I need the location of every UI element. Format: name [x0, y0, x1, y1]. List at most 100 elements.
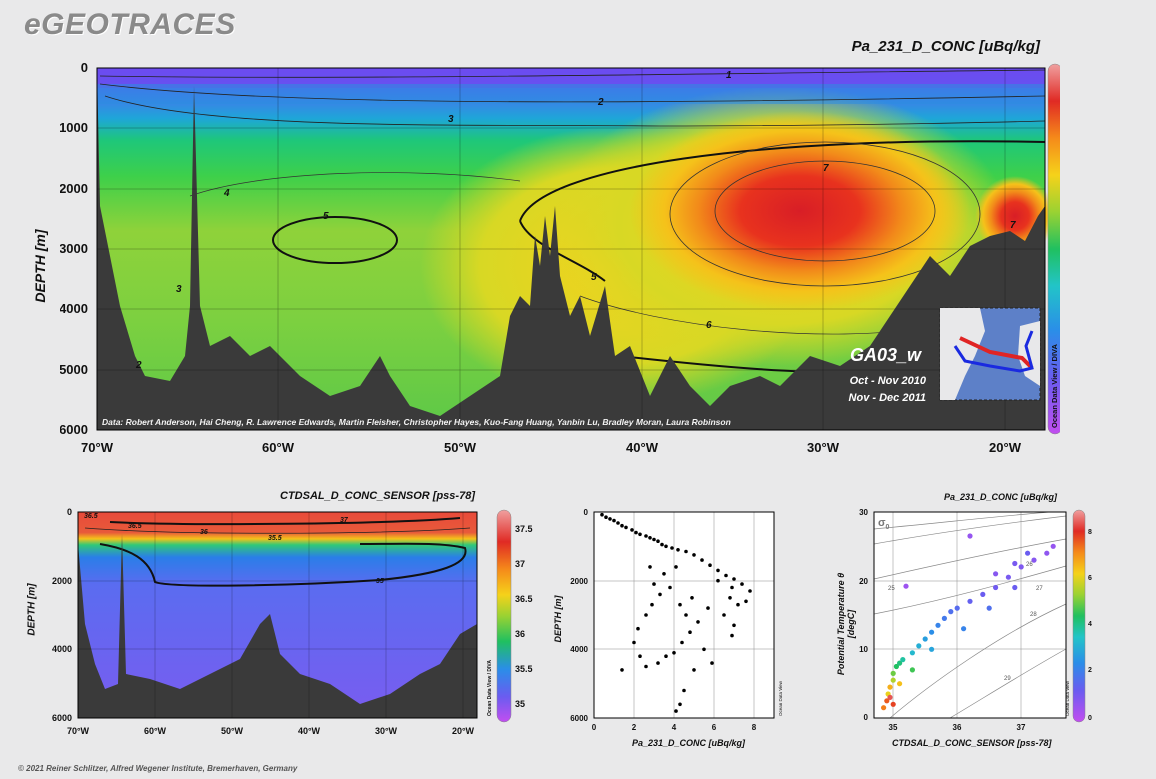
profile-point-43 [650, 602, 654, 607]
ts-point-30 [890, 701, 896, 707]
profile-point-0 [600, 512, 604, 517]
salinity-cbar-tick-36: 36 [515, 629, 525, 639]
profile-point-17 [676, 548, 680, 552]
profile-point-12 [652, 537, 656, 542]
contour-6-bold [519, 140, 1046, 222]
profile-point-52 [692, 668, 696, 672]
profile-point-35 [672, 651, 676, 655]
salinity-cbar-tick-37-5: 37.5 [515, 524, 533, 534]
ts-point-24 [1050, 543, 1056, 549]
ts-point-20 [1005, 574, 1011, 580]
profile-point-19 [692, 553, 696, 557]
contour-label-7: 7 [823, 163, 829, 174]
profile-point-20 [700, 558, 704, 562]
profile-xlabel: Pa_231_D_CONC [uBq/kg] [632, 738, 746, 748]
ts-point-36 [986, 605, 992, 611]
main-ytick-2000: 2000 [60, 181, 88, 196]
profile-point-59 [744, 599, 748, 604]
ts-xlabel: CTDSAL_D_CONC_SENSOR [pss-78] [892, 738, 1052, 748]
profile-point-18 [684, 549, 688, 554]
salinity-ytick-2000: 2000 [52, 576, 72, 586]
salinity-ytick-4000: 4000 [52, 644, 72, 654]
profile-point-56 [620, 668, 624, 672]
profile-point-14 [660, 542, 664, 547]
profile-ytick-0: 0 [584, 508, 589, 517]
isopycnal-label-27: 27 [1036, 586, 1043, 592]
ts-point-32 [897, 681, 903, 687]
profile-point-4 [616, 521, 620, 525]
hot-core [630, 111, 970, 311]
profile-point-58 [730, 585, 734, 590]
contour-label-4: 4 [223, 188, 230, 199]
profile-point-33 [688, 630, 692, 634]
profile-point-45 [652, 582, 656, 586]
profile-point-8 [634, 530, 638, 535]
salinity-ylabel: DEPTH [m] [26, 583, 38, 636]
ts-cbar-tick-0: 0 [1088, 715, 1092, 722]
profile-point-28 [736, 602, 740, 607]
contour-label-5: 5 [323, 211, 329, 222]
ts-chart: 25 26 27 28 29 σ0 0 10 20 30 35 36 37 Oc… [859, 508, 1092, 732]
ts-point-6 [893, 663, 899, 670]
ts-point-9 [909, 650, 915, 656]
main-ytick-0: 0 [81, 60, 88, 75]
salinity-xtick-70W: 70°W [67, 726, 90, 736]
profile-point-62 [668, 585, 672, 590]
isopycnal-label-29: 29 [1004, 676, 1011, 682]
ts-point-15 [948, 609, 954, 615]
main-section-chart: 1 2 3 4 5 7 5 6 3 2 7 0 1000 2000 3000 4… [60, 60, 1060, 455]
profile-point-55 [674, 709, 678, 713]
main-ytick-1000: 1000 [60, 120, 88, 135]
ts-point-23 [1044, 550, 1050, 556]
profile-point-32 [696, 620, 700, 624]
ts-point-18 [980, 591, 986, 597]
profile-point-30 [732, 623, 736, 628]
ts-point-34 [929, 646, 935, 652]
cruise-label: GA03_w [850, 345, 922, 365]
profile-point-53 [682, 688, 686, 693]
ts-point-4 [890, 677, 896, 683]
profile-point-29 [722, 613, 726, 617]
profile-xtick-0: 0 [592, 723, 597, 732]
ts-point-3 [887, 684, 893, 690]
salinity-contour-label-36-5: 36.5 [128, 523, 142, 530]
profile-point-34 [680, 640, 684, 645]
ts-point-13 [935, 622, 941, 628]
main-xtick-50W: 50°W [444, 440, 477, 455]
profile-point-21 [708, 563, 712, 567]
ts-point-33 [909, 667, 915, 673]
profile-point-49 [684, 613, 688, 617]
contour-3 [104, 95, 1046, 127]
profile-point-24 [732, 577, 736, 581]
ts-point-11 [922, 636, 928, 642]
ts-point-35 [961, 626, 967, 632]
inset-cruise-track-blue [953, 330, 1034, 373]
salinity-cbar-tick-35-5: 35.5 [515, 664, 533, 674]
ts-ytick-30: 30 [859, 508, 868, 517]
ts-point-5 [890, 670, 896, 676]
ts-xtick-37: 37 [1017, 723, 1026, 732]
salinity-xtick-50W: 50°W [221, 726, 244, 736]
contour-8 [714, 160, 936, 262]
ts-point-0 [881, 705, 887, 711]
profile-point-6 [624, 525, 628, 530]
profile-point-7 [630, 528, 634, 532]
salinity-colorbar [496, 509, 512, 723]
ts-cbar-tick-6: 6 [1088, 575, 1092, 582]
profile-point-51 [710, 661, 714, 665]
ts-point-22 [1031, 557, 1037, 563]
profile-point-54 [678, 702, 682, 707]
profile-point-50 [702, 647, 706, 652]
profile-point-39 [638, 654, 642, 658]
salinity-section-chart: 37 36.5 36 35.5 35 36.5 0 2000 4000 6000… [52, 507, 533, 736]
salinity-cbar-tick-35: 35 [515, 699, 525, 709]
contour-label-1: 1 [726, 70, 732, 81]
ts-ytick-10: 10 [859, 645, 868, 654]
profile-point-13 [656, 539, 660, 543]
ts-point-21 [1018, 564, 1024, 570]
ts-point-7 [897, 660, 903, 666]
profile-point-3 [612, 518, 616, 523]
ts-point-37 [1012, 584, 1018, 591]
salinity-contour-label-36-5b: 36.5 [84, 513, 98, 520]
profile-point-44 [658, 592, 662, 597]
